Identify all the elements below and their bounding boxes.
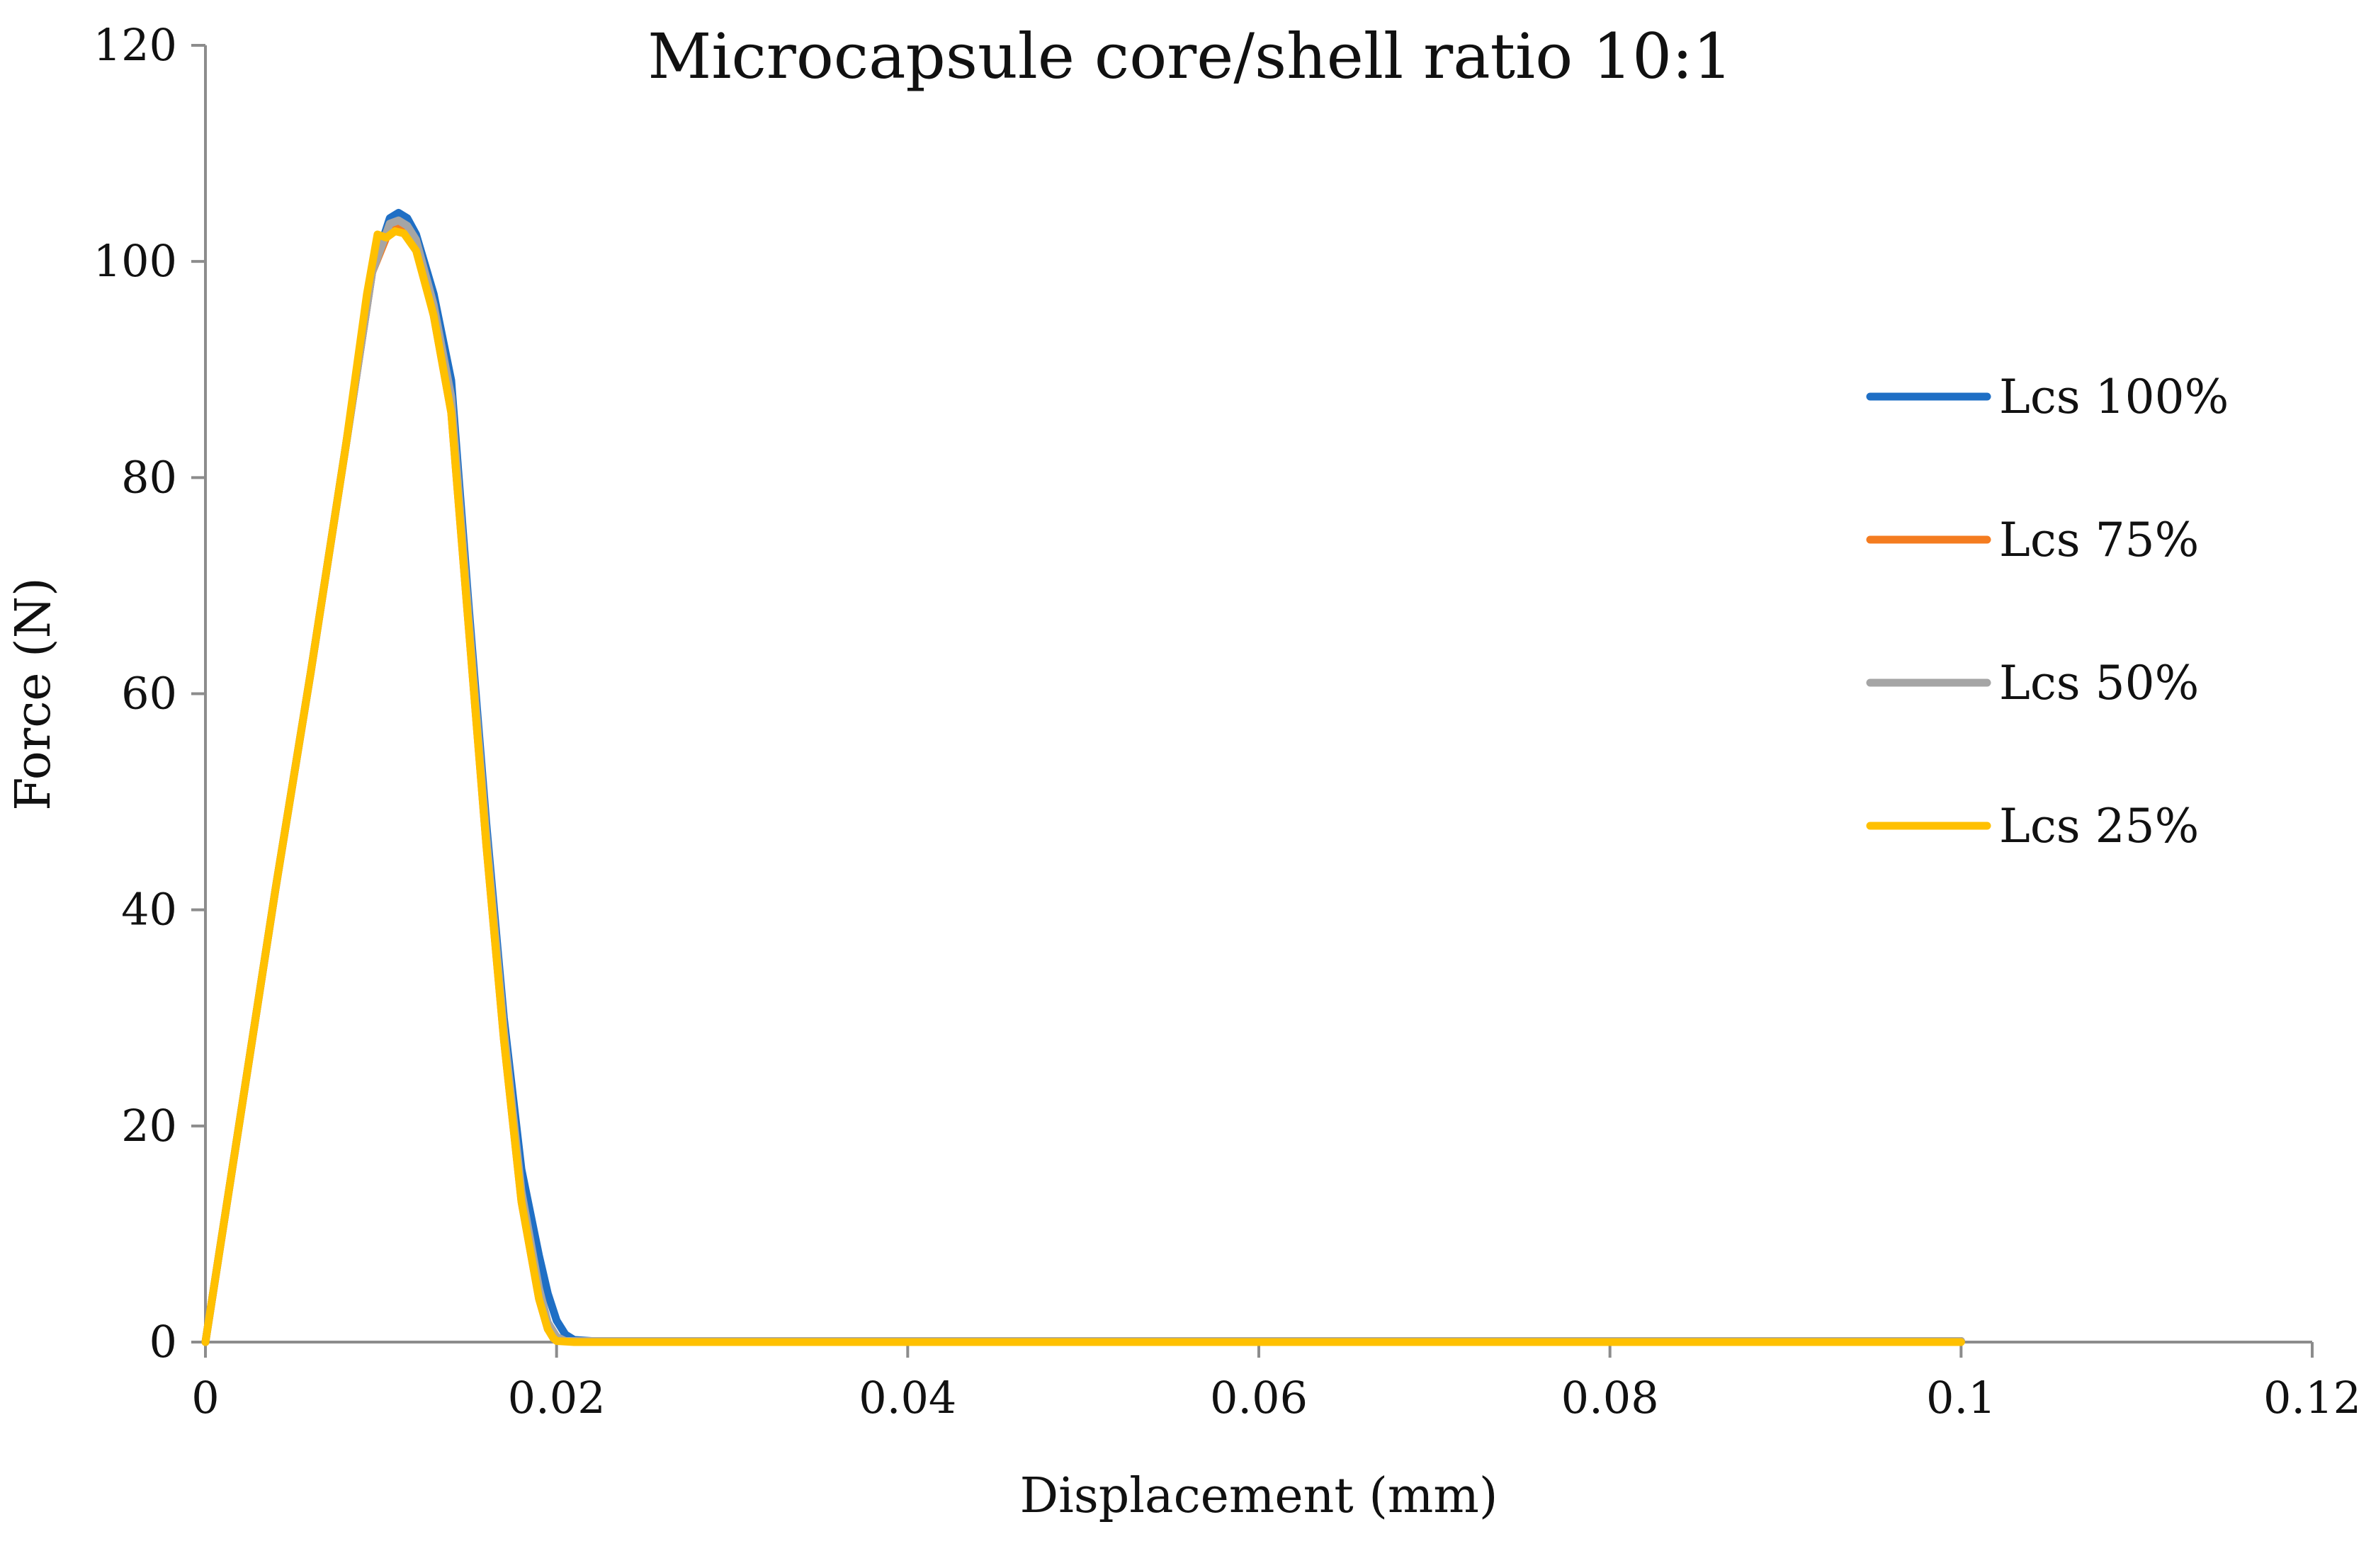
legend-label: Lcs 100% xyxy=(1999,370,2229,424)
y-tick-label: 120 xyxy=(94,19,177,71)
series-line-lcs-50 xyxy=(201,216,1965,1346)
x-tick-label: 0.12 xyxy=(2263,1372,2361,1424)
x-tick-label: 0.06 xyxy=(1210,1372,1308,1424)
y-ticks: 0 20 40 60 80 100 120 xyxy=(94,19,205,1368)
y-tick-label: 80 xyxy=(121,451,177,503)
series-line-lcs-100 xyxy=(201,209,1965,1346)
y-tick-label: 20 xyxy=(121,1100,177,1152)
x-axis-title: Displacement (mm) xyxy=(1020,1468,1498,1524)
y-tick-label: 60 xyxy=(121,668,177,720)
x-tick-label: 0 xyxy=(191,1372,219,1424)
legend: Lcs 100% Lcs 75% Lcs 50% Lcs 25% xyxy=(1866,370,2229,853)
legend-label: Lcs 50% xyxy=(1999,656,2199,710)
y-axis-title: Force (N) xyxy=(6,577,62,810)
legend-label: Lcs 75% xyxy=(1999,513,2199,567)
x-tick-label: 0.1 xyxy=(1926,1372,1996,1424)
y-tick-label: 40 xyxy=(121,884,177,936)
x-tick-label: 0.08 xyxy=(1561,1372,1659,1424)
x-tick-label: 0.02 xyxy=(508,1372,606,1424)
series-lines xyxy=(201,209,1965,1346)
series-line-lcs-25 xyxy=(201,227,1965,1346)
chart-title: Microcapsule core/shell ratio 10:1 xyxy=(647,20,1733,93)
x-tick-label: 0.04 xyxy=(859,1372,956,1424)
y-tick-label: 0 xyxy=(149,1316,177,1368)
x-ticks: 0 0.02 0.04 0.06 0.08 0.1 0.12 xyxy=(191,1342,2361,1424)
series-line-lcs-75 xyxy=(201,222,1965,1346)
y-tick-label: 100 xyxy=(94,235,177,287)
legend-label: Lcs 25% xyxy=(1999,799,2199,853)
